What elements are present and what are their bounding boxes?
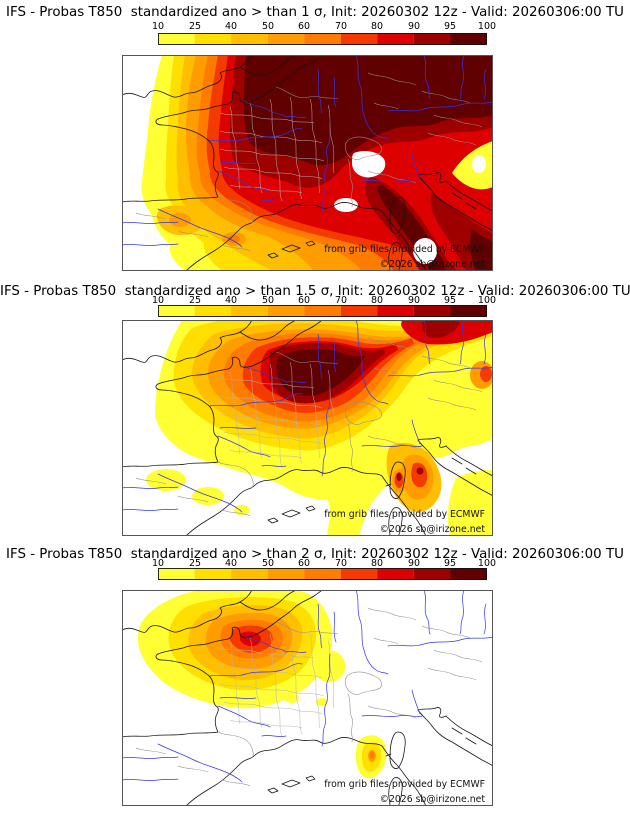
colorbar-segment (450, 305, 487, 317)
tick-label: 60 (297, 295, 311, 306)
tick-label: 60 (297, 558, 311, 569)
colorbar-segment (450, 568, 487, 580)
colorbar-segment (158, 33, 195, 45)
tick-label: 40 (224, 295, 238, 306)
colorbar-segment (267, 568, 305, 580)
tick-label: 80 (370, 295, 384, 306)
tick-label: 90 (407, 558, 421, 569)
map-sigma1: from grib files provided by ECMWF ©2026 … (122, 55, 493, 271)
source-credit: from grib files provided by ECMWF (324, 244, 485, 255)
colorbar-segment (413, 568, 451, 580)
colorbar-segment (450, 33, 487, 45)
panel-title-sigma1: IFS - Probas T850 standardized ano > tha… (6, 5, 624, 20)
colorbar-segment (194, 33, 232, 45)
tick-label: 70 (334, 21, 348, 32)
tick-label: 100 (477, 21, 497, 32)
source-credit: from grib files provided by ECMWF (324, 509, 485, 520)
colorbar-segment (158, 305, 195, 317)
panel-title-sigma1-5: IFS - Probas T850 standardized ano > tha… (0, 284, 630, 299)
copyright-credit: ©2026 sb@irizone.net (380, 259, 486, 270)
tick-label: 70 (334, 558, 348, 569)
map-sigma2: from grib files provided by ECMWF ©2026 … (122, 590, 493, 806)
tick-label: 80 (370, 558, 384, 569)
colorbar-sigma1 (158, 33, 487, 45)
map-sigma1-5: from grib files provided by ECMWF ©2026 … (122, 320, 493, 536)
colorbar-segment (304, 33, 341, 45)
tick-label: 95 (443, 21, 457, 32)
tick-label: 90 (407, 295, 421, 306)
tick-label: 100 (477, 295, 497, 306)
copyright-credit: ©2026 sb@irizone.net (380, 794, 486, 805)
colorbar-segment (377, 568, 414, 580)
copyright-credit: ©2026 sb@irizone.net (380, 524, 486, 535)
tick-label: 70 (334, 295, 348, 306)
tick-label: 90 (407, 21, 421, 32)
colorbar-segment (413, 33, 451, 45)
colorbar-ticks-sigma1: 10 25 40 50 60 70 80 90 95 100 (0, 21, 630, 32)
tick-label: 40 (224, 558, 238, 569)
colorbar-segment (377, 33, 414, 45)
tick-label: 60 (297, 21, 311, 32)
colorbar-segment (158, 568, 195, 580)
tick-label: 95 (443, 295, 457, 306)
panel-title-sigma2: IFS - Probas T850 standardized ano > tha… (6, 547, 624, 562)
tick-label: 40 (224, 21, 238, 32)
colorbar-segment (267, 33, 305, 45)
tick-label: 25 (188, 295, 202, 306)
colorbar-segment (231, 33, 268, 45)
tick-label: 95 (443, 558, 457, 569)
colorbar-segment (231, 568, 268, 580)
colorbar-segment (267, 305, 305, 317)
colorbar-ticks-sigma1-5: 10 25 40 50 60 70 80 90 95 100 (0, 295, 630, 306)
tick-label: 80 (370, 21, 384, 32)
colorbar-ticks-sigma2: 10 25 40 50 60 70 80 90 95 100 (0, 558, 630, 569)
probability-field-sigma2 (137, 590, 387, 779)
colorbar-segment (340, 568, 378, 580)
colorbar-segment (231, 305, 268, 317)
tick-label: 100 (477, 558, 497, 569)
colorbar-segment (194, 568, 232, 580)
probability-field-sigma1-5 (146, 320, 493, 536)
tick-label: 25 (188, 558, 202, 569)
tick-label: 10 (151, 558, 165, 569)
tick-label: 25 (188, 21, 202, 32)
colorbar-segment (304, 305, 341, 317)
tick-label: 50 (261, 558, 275, 569)
colorbar-segment (304, 568, 341, 580)
source-credit: from grib files provided by ECMWF (324, 779, 485, 790)
colorbar-segment (194, 305, 232, 317)
colorbar-segment (413, 305, 451, 317)
colorbar-segment (340, 33, 378, 45)
probability-field-sigma1 (141, 55, 493, 271)
tick-label: 50 (261, 21, 275, 32)
colorbar-sigma1-5 (158, 305, 487, 317)
tick-label: 50 (261, 295, 275, 306)
colorbar-sigma2 (158, 568, 487, 580)
tick-label: 10 (151, 21, 165, 32)
colorbar-segment (377, 305, 414, 317)
tick-label: 10 (151, 295, 165, 306)
colorbar-segment (340, 305, 378, 317)
